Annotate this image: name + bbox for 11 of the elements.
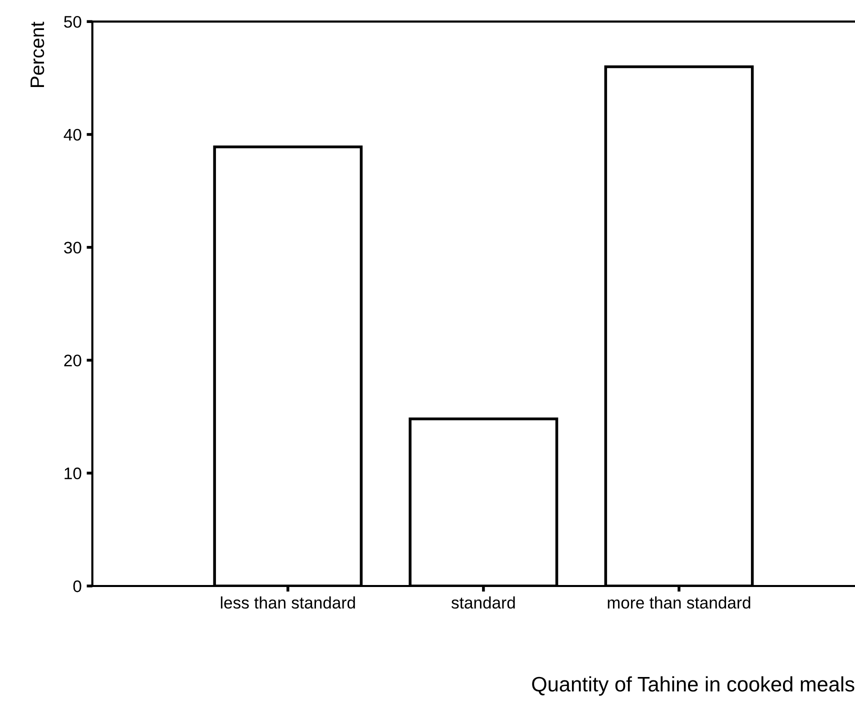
y-axis-title: Percent bbox=[30, 22, 44, 87]
y-tick-label: 10 bbox=[64, 468, 82, 480]
y-tick-label: 40 bbox=[64, 128, 82, 141]
y-tick-label: 50 bbox=[64, 16, 82, 28]
x-tick-label: more than standard bbox=[608, 596, 750, 609]
y-tick-label: 30 bbox=[64, 242, 82, 254]
x-tick-label: less than standard bbox=[220, 596, 355, 609]
y-tick-label: 0 bbox=[73, 580, 82, 592]
x-axis-title: Quantity of Tahine in cooked meals bbox=[532, 676, 854, 696]
x-tick-label: standard bbox=[451, 596, 515, 609]
y-tick-label: 20 bbox=[64, 354, 82, 366]
